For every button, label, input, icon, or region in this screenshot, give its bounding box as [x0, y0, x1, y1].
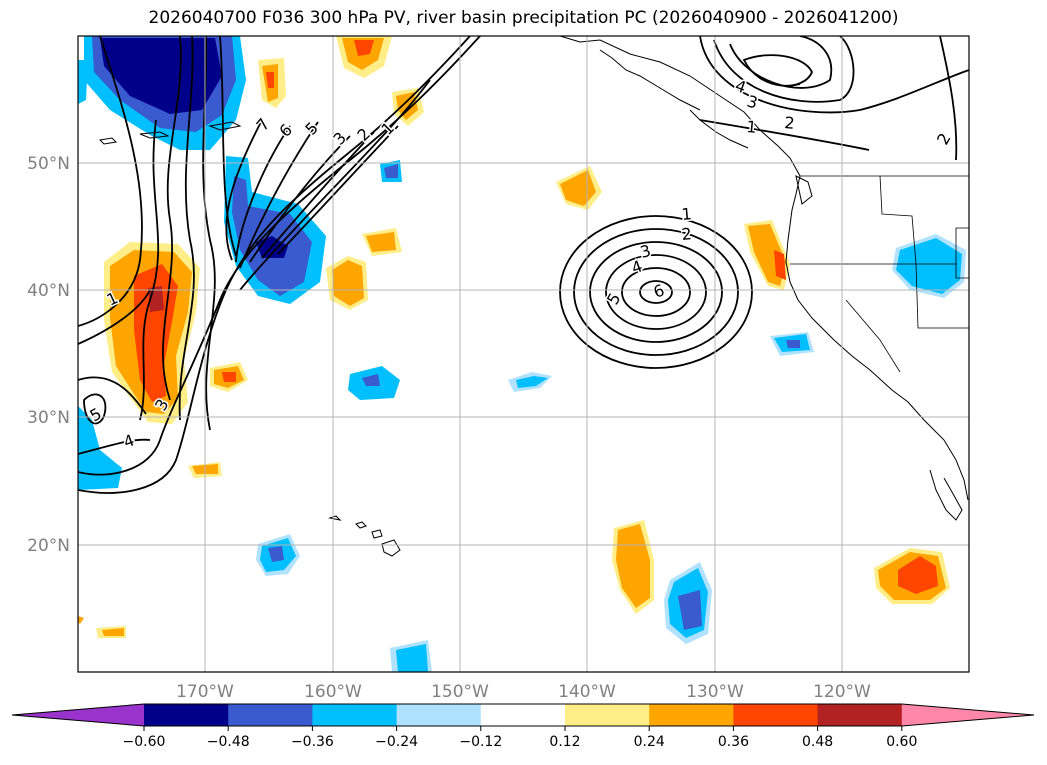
map-title: 2026040700 F036 300 hPa PV, river basin … — [148, 8, 899, 28]
colorbar-tick-label: −0.12 — [459, 734, 502, 750]
map-panel: 7 6 5 3 2 1 1 5 3 4 1 2 3 4 5 6 4 3 2 1 — [77, 35, 970, 673]
lon-label: 160°W — [304, 682, 362, 702]
coastlines — [98, 36, 969, 557]
map-frame — [77, 35, 970, 673]
graticule — [78, 36, 969, 672]
colorbar-tick-label: 0.24 — [634, 734, 665, 750]
colorbar-cell — [649, 704, 734, 726]
pv-contours — [78, 36, 969, 494]
colorbar-tick-label: 0.36 — [718, 734, 749, 750]
colorbar-tick-label: 0.60 — [886, 734, 917, 750]
colorbar-tick-label: −0.36 — [291, 734, 334, 750]
colorbar-tick-label: 0.12 — [549, 734, 580, 750]
colorbar-cell — [228, 704, 313, 726]
lon-label: 150°W — [431, 682, 489, 702]
lat-label: 50°N — [27, 154, 70, 174]
lon-label: 140°W — [558, 682, 616, 702]
colorbar-cell — [817, 704, 903, 726]
contour-label: 2 — [681, 224, 693, 244]
contour-label: 1 — [746, 117, 758, 137]
lon-label: 120°W — [813, 682, 871, 702]
lon-label: 170°W — [176, 682, 234, 702]
latitude-labels: 50°N 40°N 30°N 20°N — [27, 154, 70, 556]
colorbar-cell — [144, 704, 229, 726]
colorbar: −0.60 −0.48 −0.36 −0.24 −0.12 0.12 0.24 0.36 0.4… — [11, 703, 1035, 750]
colorbar-cell — [312, 704, 398, 726]
colorbar-tick-label: −0.60 — [123, 734, 166, 750]
longitude-labels: 170°W 160°W 150°W 140°W 130°W 120°W — [176, 682, 871, 702]
colorbar-cell — [396, 704, 482, 726]
colorbar-tick-label: −0.48 — [207, 734, 250, 750]
colorbar-extend-high — [901, 704, 1034, 726]
political-borders — [790, 175, 969, 373]
lat-label: 20°N — [27, 536, 70, 556]
colorbar-cell — [480, 704, 566, 726]
lat-label: 40°N — [27, 281, 70, 301]
colorbar-tick-label: −0.24 — [375, 734, 418, 750]
colorbar-extend-low — [12, 704, 144, 726]
colorbar-tick-label: 0.48 — [802, 734, 833, 750]
contour-label: 2 — [784, 113, 796, 133]
contour-label: 1 — [681, 204, 693, 224]
colorbar-cell — [733, 704, 819, 726]
colorbar-cell — [565, 704, 650, 726]
lon-label: 130°W — [686, 682, 744, 702]
lat-label: 30°N — [27, 408, 70, 428]
